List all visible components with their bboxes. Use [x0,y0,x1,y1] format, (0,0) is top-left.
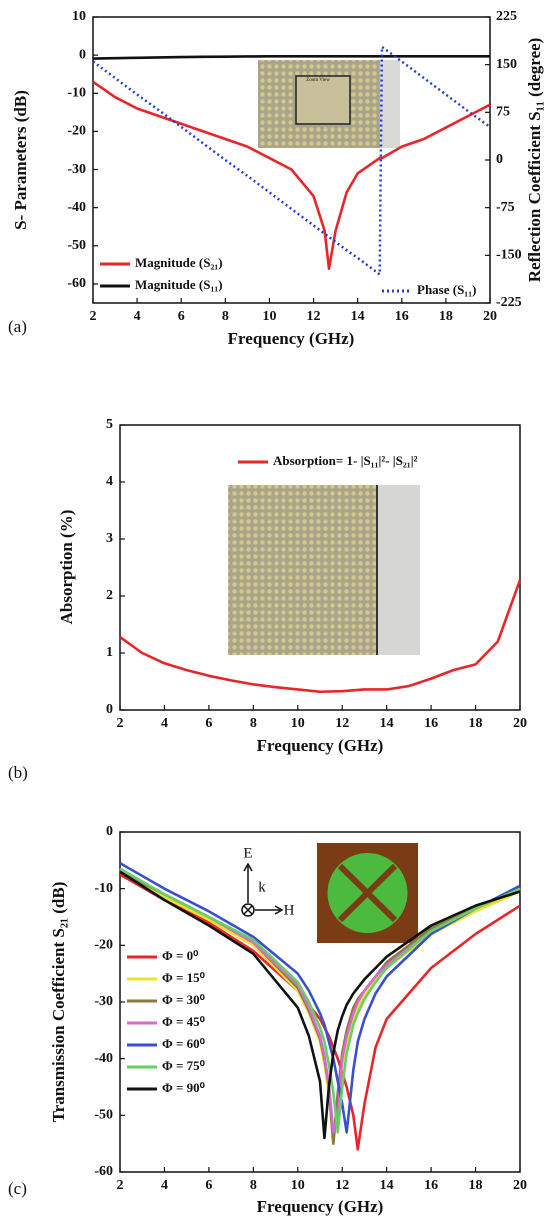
y-tick-label: 0 [106,824,113,839]
legend-label: Magnitude (S₂₁) [135,255,223,270]
legend-label: Φ = 0⁰ [162,948,199,963]
y-tick-label: -60 [94,1164,113,1179]
x-tick-label: 20 [483,309,497,324]
series-line [119,873,521,1151]
x-tick-label: 10 [291,1178,305,1193]
series-line [119,862,521,1134]
y-axis-title: Absorption (%) [57,510,76,625]
series-line [119,870,521,1140]
x-tick-label: 20 [513,1178,527,1193]
y-tick-label: -30 [94,994,113,1009]
y-tick-label: 10 [72,9,86,24]
x-tick-label: 10 [291,716,305,731]
y-tick-label: -60 [67,276,86,291]
x-axis-title: Frequency (GHz) [257,1197,384,1216]
x-tick-label: 12 [335,1178,349,1193]
x-tick-label: 12 [335,716,349,731]
series-line [119,867,521,1134]
x-tick-label: 20 [513,716,527,731]
x-tick-label: 4 [134,309,141,324]
y-tick-label: -10 [67,85,86,100]
y-tick-label: 4 [106,474,113,489]
field-arrows [241,862,284,917]
x-tick-label: 12 [307,309,321,324]
x-tick-label: 10 [262,309,276,324]
x-tick-label: 4 [161,716,168,731]
x-tick-label: 18 [469,716,483,731]
series-line [92,45,491,276]
x-tick-label: 4 [161,1178,168,1193]
y-tick-label: -30 [67,162,86,177]
series-line [92,54,490,60]
legend-label: Absorption= 1- |S₁₁|²- |S₂₁|² [273,453,418,468]
x-tick-label: 6 [205,1178,212,1193]
y2-tick-label: -75 [496,200,515,215]
panel-label: (b) [8,763,28,782]
x-tick-label: 14 [351,309,365,324]
x-tick-label: 16 [424,1178,438,1193]
legend-label: Φ = 60⁰ [162,1036,206,1051]
x-tick-label: 8 [222,309,229,324]
y2-tick-label: 150 [496,57,517,72]
y-tick-label: -10 [94,881,113,896]
panel-label: (c) [8,1179,27,1198]
inset-label: Zoom View [306,78,330,83]
y-tick-label: -40 [67,200,86,215]
y2-axis-title: Reflection Coefficient S₁₁ (degree) [525,38,544,282]
series-line [119,867,521,1134]
legend-label: Phase (S₁₁) [417,282,476,297]
inset-unit-cell [317,843,418,943]
annotation: E [243,845,252,861]
x-tick-label: 16 [395,309,409,324]
y2-tick-label: 0 [496,152,503,167]
annotation: k [258,879,266,895]
y-tick-label: 5 [106,417,113,432]
legend-label: Φ = 30⁰ [162,992,206,1007]
x-tick-label: 8 [250,1178,257,1193]
x-tick-label: 6 [178,309,185,324]
x-tick-label: 16 [424,716,438,731]
legend-label: Magnitude (S₁₁) [135,277,223,292]
inset-photo-b [228,485,420,655]
plot-frame [119,424,521,711]
y-axis-title: Transmission Coefficient S₂₁ (dB) [49,882,68,1123]
y-tick-label: -20 [94,938,113,953]
x-tick-label: 14 [380,1178,394,1193]
y2-tick-label: 225 [496,9,517,24]
y-tick-label: -50 [94,1108,113,1123]
x-axis-title: Frequency (GHz) [228,329,355,348]
y2-tick-label: -225 [496,295,522,310]
x-tick-label: 6 [205,716,212,731]
series-line [119,579,522,694]
x-tick-label: 8 [250,716,257,731]
panel-label: (a) [8,317,27,336]
x-tick-label: 2 [117,1178,124,1193]
x-tick-label: 18 [469,1178,483,1193]
y-tick-label: -50 [67,238,86,253]
x-tick-label: 2 [117,716,124,731]
legend-label: Φ = 75⁰ [162,1058,206,1073]
x-tick-label: 18 [439,309,453,324]
y-tick-label: -20 [67,124,86,139]
legend-label: Φ = 15⁰ [162,970,206,985]
y-tick-label: 0 [79,47,86,62]
legend-label: Φ = 45⁰ [162,1014,206,1029]
inset-photo-a [258,60,400,148]
x-axis-title: Frequency (GHz) [257,736,384,755]
y-tick-label: 1 [106,645,113,660]
legend-label: Φ = 90⁰ [162,1080,206,1095]
y-tick-label: 0 [106,702,113,717]
y-tick-label: 3 [106,531,113,546]
y-tick-label: 2 [106,588,113,603]
y-tick-label: -40 [94,1051,113,1066]
y2-tick-label: -150 [496,248,522,263]
annotation: H [284,902,295,918]
y2-tick-label: 75 [496,105,510,120]
x-tick-label: 2 [90,309,97,324]
x-tick-label: 14 [380,716,394,731]
y-axis-title: S- Parameters (dB) [11,90,30,230]
